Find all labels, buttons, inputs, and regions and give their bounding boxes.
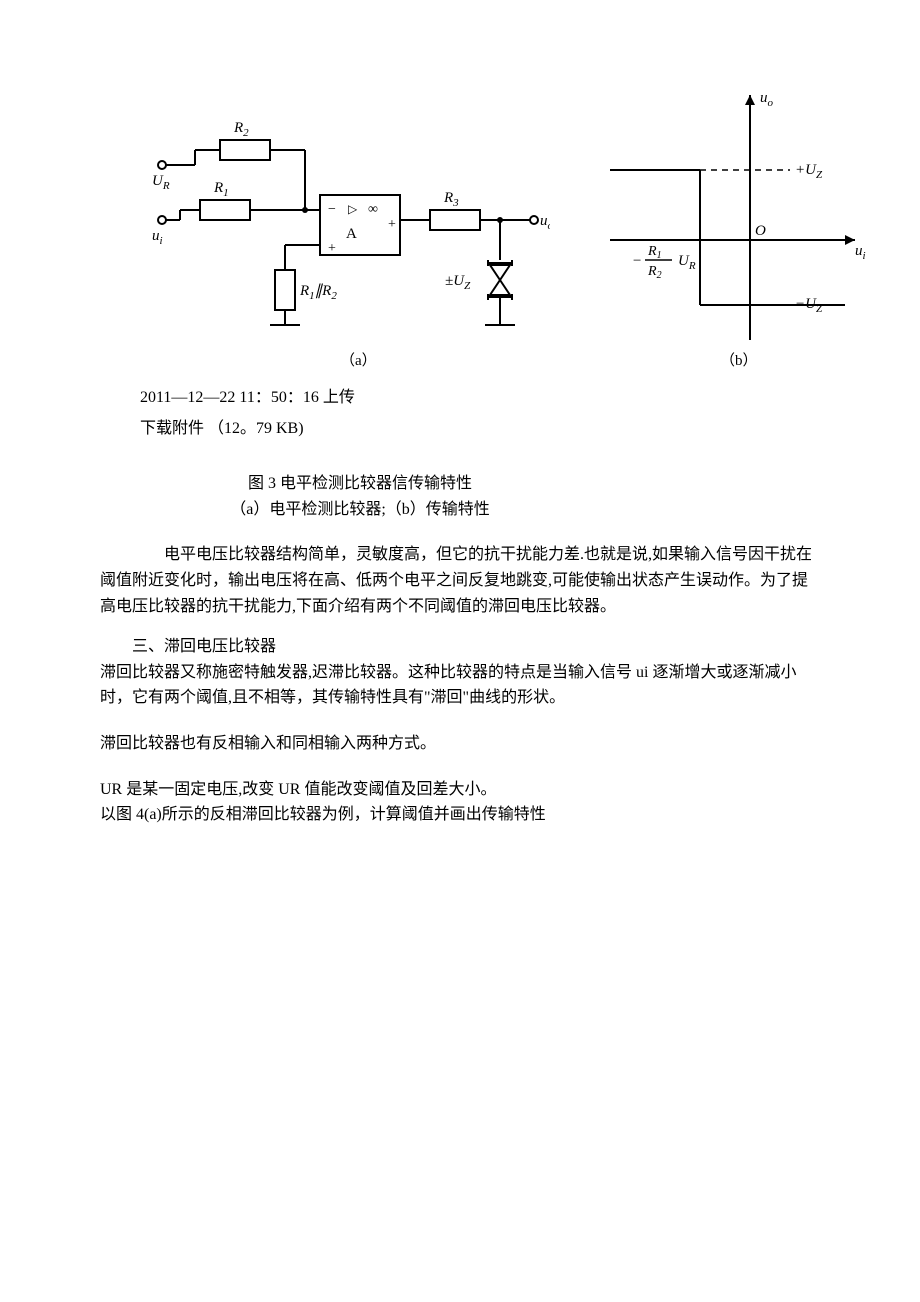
figure-caption-line1: 图 3 电平检测比较器信传输特性 xyxy=(180,471,540,497)
svg-text:−: − xyxy=(328,202,336,217)
svg-text:uo: uo xyxy=(760,90,774,109)
paragraph-3: 滞回比较器也有反相输入和同相输入两种方式。 xyxy=(100,731,820,757)
svg-text:R1: R1 xyxy=(213,180,229,199)
paragraph-2: 滞回比较器又称施密特触发器,迟滞比较器。这种比较器的特点是当输入信号 ui 逐渐… xyxy=(100,660,820,711)
svg-text:+: + xyxy=(328,241,336,256)
svg-text:UR: UR xyxy=(152,173,170,192)
svg-text:▷: ▷ xyxy=(348,202,358,216)
circuit-diagram-a: UR ui R2 R1 − ▷ ∞ xyxy=(140,80,550,370)
svg-text:（a）: （a） xyxy=(340,352,377,369)
download-attachment: 下载附件 （12。79 KB) xyxy=(140,416,820,442)
upload-timestamp: 2011—12—22 11：50：16 上传 xyxy=(140,385,820,411)
svg-text:ui: ui xyxy=(855,243,866,262)
svg-text:A: A xyxy=(346,226,357,242)
transfer-characteristic-b: uo ui O +UZ −UZ − R1 R2 UR （b） xyxy=(580,80,870,370)
svg-text:∞: ∞ xyxy=(368,202,378,217)
svg-text:ui: ui xyxy=(152,228,163,247)
figure-caption: 图 3 电平检测比较器信传输特性 （a）电平检测比较器;（b）传输特性 xyxy=(180,471,540,522)
svg-text:±UZ: ±UZ xyxy=(445,273,471,292)
figure-caption-line2: （a）电平检测比较器;（b）传输特性 xyxy=(180,497,540,523)
diagram-container: UR ui R2 R1 − ▷ ∞ xyxy=(140,80,820,370)
svg-text:+: + xyxy=(388,217,396,232)
svg-text:R1: R1 xyxy=(647,244,662,261)
svg-text:O: O xyxy=(755,223,766,239)
paragraph-4: UR 是某一固定电压,改变 UR 值能改变阈值及回差大小。 xyxy=(100,777,820,803)
svg-text:R2: R2 xyxy=(233,120,249,139)
svg-text:−: − xyxy=(632,253,642,269)
svg-text:R2: R2 xyxy=(647,264,662,281)
section-title: 三、滞回电压比较器 xyxy=(100,634,820,660)
svg-text:（b）: （b） xyxy=(720,352,758,369)
svg-text:R1∥R2: R1∥R2 xyxy=(299,283,337,302)
paragraph-intro: 电平电压比较器结构简单，灵敏度高，但它的抗干扰能力差.也就是说,如果输入信号因干… xyxy=(100,542,820,619)
svg-text:−UZ: −UZ xyxy=(795,296,823,315)
svg-text:+UZ: +UZ xyxy=(795,162,823,181)
svg-text:UR: UR xyxy=(678,253,696,272)
svg-text:uo: uo xyxy=(540,213,550,232)
paragraph-5: 以图 4(a)所示的反相滞回比较器为例，计算阈值并画出传输特性 xyxy=(100,802,820,828)
svg-text:R3: R3 xyxy=(443,190,459,209)
